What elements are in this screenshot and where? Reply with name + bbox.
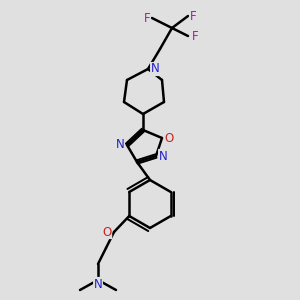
Text: F: F [144, 11, 150, 25]
Text: O: O [102, 226, 112, 238]
Text: N: N [151, 62, 159, 76]
Text: F: F [190, 10, 196, 22]
Text: N: N [116, 139, 124, 152]
Text: F: F [192, 29, 198, 43]
Text: O: O [164, 131, 174, 145]
Text: N: N [159, 149, 167, 163]
Text: N: N [94, 278, 102, 290]
